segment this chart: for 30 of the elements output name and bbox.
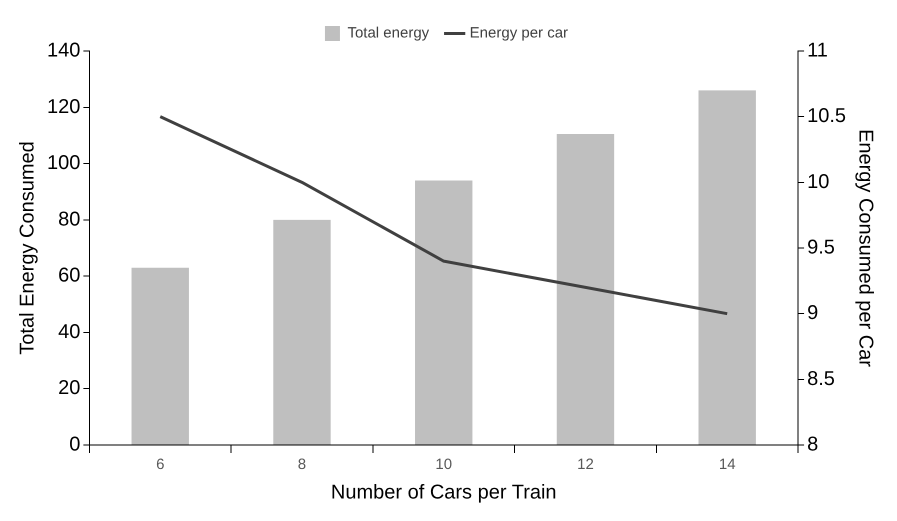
y-tick-label: 100	[46, 152, 80, 174]
y-tick-label: 80	[58, 208, 80, 230]
bar	[556, 134, 614, 444]
bar	[273, 220, 331, 444]
y2-tick-label: 11	[807, 40, 828, 62]
y-tick-label: 60	[58, 264, 80, 287]
y-tick-label: 0	[69, 434, 80, 456]
x-tick-label: 6	[156, 456, 164, 474]
x-tick-label: 10	[435, 456, 452, 474]
x-tick-label: 8	[298, 456, 306, 474]
x-tick-label: 14	[718, 456, 736, 474]
y2-tick-label: 8	[807, 434, 818, 456]
y-tick-label: 20	[58, 377, 80, 400]
legend-label: Total energy	[347, 24, 430, 42]
y2-tick-label: 10.5	[807, 105, 846, 128]
bar	[132, 268, 189, 444]
y2-axis-title: Energy Consumed per Car	[854, 129, 876, 368]
legend-label: Energy per car	[470, 24, 568, 42]
bar	[415, 180, 472, 444]
y2-tick-label: 9	[807, 302, 818, 324]
y-tick-label: 40	[58, 320, 80, 343]
x-axis-title: Number of Cars per Train	[330, 482, 557, 504]
y-tick-label: 120	[46, 96, 80, 118]
bar	[698, 90, 756, 444]
x-tick-label: 12	[577, 456, 594, 474]
y2-tick-label: 9.5	[807, 236, 835, 259]
y-tick-label: 140	[46, 40, 80, 62]
y2-tick-label: 8.5	[807, 368, 835, 390]
y-axis-title: Total Energy Consumed	[16, 141, 39, 355]
y2-tick-label: 10	[807, 170, 830, 193]
